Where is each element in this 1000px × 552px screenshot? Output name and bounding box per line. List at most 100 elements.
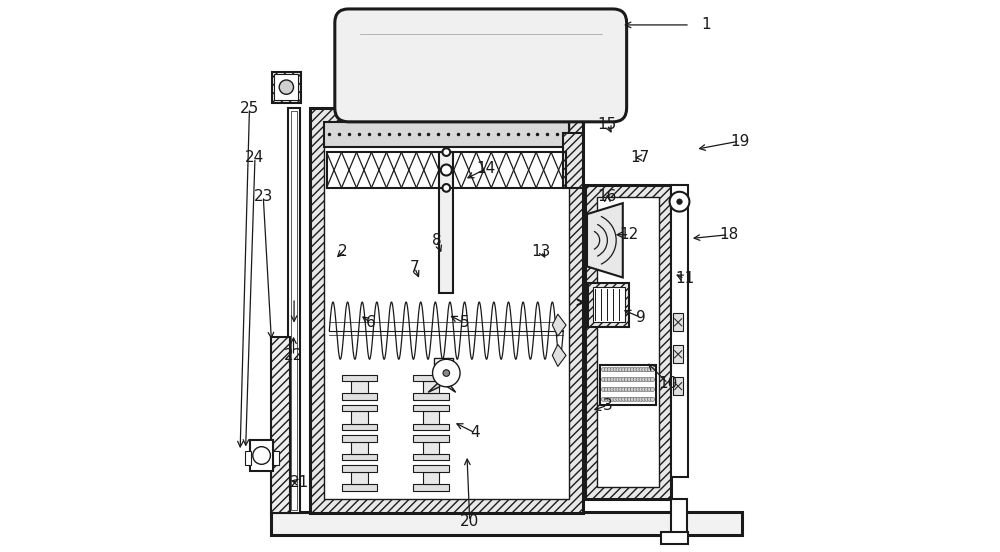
- Bar: [413, 465, 449, 472]
- Circle shape: [619, 368, 623, 371]
- Bar: [413, 484, 449, 491]
- Bar: [272, 72, 301, 103]
- Circle shape: [624, 378, 629, 381]
- Circle shape: [604, 378, 608, 381]
- Bar: [324, 122, 569, 499]
- Bar: [593, 287, 625, 322]
- Circle shape: [601, 388, 606, 391]
- Text: 6: 6: [366, 315, 375, 330]
- Text: 15: 15: [598, 117, 617, 132]
- Circle shape: [650, 397, 655, 401]
- Text: 24: 24: [245, 150, 265, 165]
- Circle shape: [610, 388, 614, 391]
- Text: 21: 21: [289, 475, 309, 490]
- Circle shape: [624, 388, 629, 391]
- Circle shape: [610, 397, 614, 401]
- Bar: [342, 484, 377, 491]
- Circle shape: [619, 397, 623, 401]
- Circle shape: [607, 368, 611, 371]
- Circle shape: [650, 378, 655, 381]
- Circle shape: [604, 397, 608, 401]
- Bar: [673, 313, 683, 331]
- Circle shape: [616, 378, 620, 381]
- Wedge shape: [445, 373, 457, 385]
- Circle shape: [642, 388, 646, 391]
- Circle shape: [622, 397, 626, 401]
- Text: 1: 1: [702, 18, 711, 33]
- Text: 9: 9: [636, 310, 645, 325]
- Circle shape: [607, 378, 611, 381]
- Text: 10: 10: [658, 376, 678, 391]
- Circle shape: [639, 397, 643, 401]
- Circle shape: [627, 378, 632, 381]
- Circle shape: [616, 397, 620, 401]
- Circle shape: [645, 388, 649, 391]
- Polygon shape: [447, 381, 456, 392]
- Circle shape: [639, 378, 643, 381]
- Bar: [327, 152, 566, 188]
- Wedge shape: [435, 372, 446, 384]
- Text: 23: 23: [254, 189, 273, 204]
- Bar: [413, 454, 449, 460]
- Circle shape: [604, 388, 608, 391]
- Circle shape: [636, 368, 640, 371]
- Circle shape: [650, 368, 655, 371]
- Circle shape: [610, 368, 614, 371]
- Circle shape: [443, 370, 450, 376]
- Bar: [271, 512, 742, 535]
- Bar: [250, 439, 273, 471]
- Text: 14: 14: [477, 161, 496, 176]
- Circle shape: [633, 378, 637, 381]
- Bar: [342, 435, 377, 442]
- Circle shape: [648, 368, 652, 371]
- Circle shape: [616, 388, 620, 391]
- Bar: [342, 405, 377, 411]
- Text: 20: 20: [460, 513, 479, 528]
- Bar: [413, 375, 449, 381]
- Circle shape: [630, 378, 634, 381]
- Bar: [673, 377, 683, 395]
- Bar: [671, 185, 688, 477]
- Circle shape: [433, 359, 460, 387]
- Circle shape: [601, 368, 606, 371]
- Circle shape: [636, 388, 640, 391]
- Text: 5: 5: [459, 315, 469, 330]
- Bar: [342, 465, 377, 472]
- Circle shape: [601, 378, 606, 381]
- Text: 25: 25: [240, 100, 259, 115]
- Text: 8: 8: [432, 233, 441, 248]
- Bar: [439, 359, 448, 381]
- Bar: [273, 451, 279, 465]
- Bar: [597, 197, 659, 487]
- Bar: [600, 365, 656, 405]
- Bar: [661, 532, 688, 544]
- Circle shape: [441, 164, 452, 176]
- Bar: [288, 108, 300, 513]
- Bar: [423, 411, 439, 423]
- Circle shape: [648, 378, 652, 381]
- Bar: [413, 423, 449, 430]
- Bar: [342, 454, 377, 460]
- Text: 11: 11: [675, 271, 694, 286]
- Polygon shape: [428, 381, 440, 392]
- Bar: [585, 185, 671, 499]
- Circle shape: [642, 378, 646, 381]
- Bar: [413, 405, 449, 411]
- Bar: [563, 133, 583, 188]
- Circle shape: [677, 199, 682, 204]
- Circle shape: [627, 368, 632, 371]
- Circle shape: [636, 397, 640, 401]
- Bar: [351, 411, 368, 423]
- Bar: [274, 75, 298, 100]
- Bar: [351, 442, 368, 454]
- Bar: [351, 472, 368, 484]
- Polygon shape: [552, 314, 566, 336]
- Circle shape: [670, 192, 689, 211]
- Circle shape: [624, 397, 629, 401]
- Circle shape: [619, 388, 623, 391]
- Bar: [310, 108, 583, 513]
- Circle shape: [630, 388, 634, 391]
- Circle shape: [253, 447, 270, 464]
- Bar: [588, 283, 629, 327]
- Bar: [423, 442, 439, 454]
